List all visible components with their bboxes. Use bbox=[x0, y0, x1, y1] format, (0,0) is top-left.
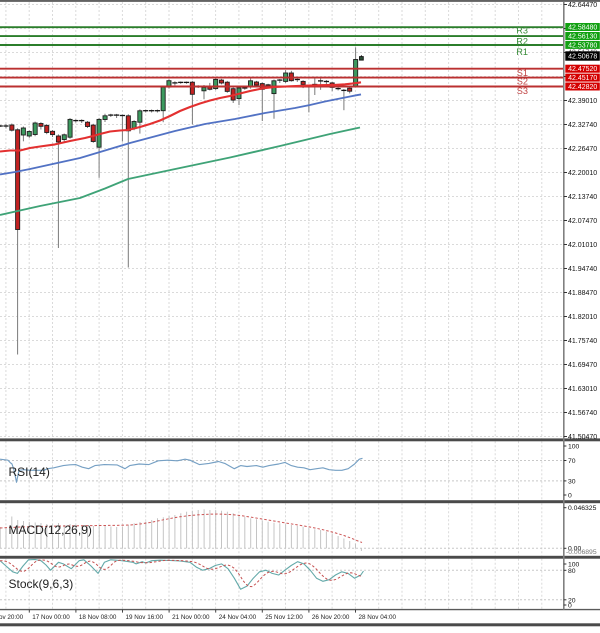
svg-text:0.046325: 0.046325 bbox=[568, 505, 597, 512]
svg-text:19 Nov 16:00: 19 Nov 16:00 bbox=[126, 614, 164, 621]
svg-text:42.50678: 42.50678 bbox=[568, 54, 597, 61]
svg-text:28 Nov 04:00: 28 Nov 04:00 bbox=[359, 614, 397, 621]
svg-text:42.64470: 42.64470 bbox=[568, 2, 597, 9]
svg-text:42.58480: 42.58480 bbox=[568, 25, 597, 32]
svg-text:41.69470: 41.69470 bbox=[568, 362, 597, 369]
svg-text:42.01010: 42.01010 bbox=[568, 242, 597, 249]
svg-text:S3: S3 bbox=[517, 86, 528, 96]
svg-text:S2: S2 bbox=[517, 76, 528, 86]
svg-text:0.00: 0.00 bbox=[568, 545, 581, 552]
svg-text:16 Nov 20:00: 16 Nov 20:00 bbox=[0, 614, 24, 621]
svg-text:RSI(14): RSI(14) bbox=[9, 465, 50, 479]
svg-text:41.75740: 41.75740 bbox=[568, 338, 597, 345]
svg-text:100: 100 bbox=[568, 562, 580, 569]
svg-text:42.07470: 42.07470 bbox=[568, 218, 597, 225]
svg-text:Stock(9,6,3): Stock(9,6,3) bbox=[9, 577, 74, 591]
svg-text:42.53780: 42.53780 bbox=[568, 42, 597, 49]
svg-text:80: 80 bbox=[568, 568, 576, 575]
svg-text:42.20010: 42.20010 bbox=[568, 170, 597, 177]
svg-text:MACD(12,26,9): MACD(12,26,9) bbox=[9, 523, 92, 537]
svg-text:42.42820: 42.42820 bbox=[568, 84, 597, 91]
svg-text:42.26470: 42.26470 bbox=[568, 146, 597, 153]
svg-text:S1: S1 bbox=[517, 68, 528, 78]
svg-text:21 Nov 00:00: 21 Nov 00:00 bbox=[172, 614, 210, 621]
svg-text:41.82010: 41.82010 bbox=[568, 314, 597, 321]
svg-text:70: 70 bbox=[568, 458, 576, 465]
svg-text:42.13740: 42.13740 bbox=[568, 194, 597, 201]
svg-text:42.47520: 42.47520 bbox=[568, 66, 597, 73]
svg-text:41.56740: 41.56740 bbox=[568, 410, 597, 417]
svg-text:R3: R3 bbox=[516, 26, 528, 36]
svg-text:30: 30 bbox=[568, 478, 576, 485]
svg-text:42.32740: 42.32740 bbox=[568, 122, 597, 129]
svg-text:0: 0 bbox=[568, 603, 572, 610]
svg-text:18 Nov 08:00: 18 Nov 08:00 bbox=[79, 614, 117, 621]
svg-text:42.56130: 42.56130 bbox=[568, 34, 597, 41]
svg-text:41.50470: 41.50470 bbox=[568, 434, 597, 441]
svg-text:0: 0 bbox=[568, 493, 572, 500]
svg-text:42.45170: 42.45170 bbox=[568, 75, 597, 82]
svg-text:17 Nov 00:00: 17 Nov 00:00 bbox=[32, 614, 70, 621]
svg-text:R1: R1 bbox=[516, 47, 528, 57]
svg-text:41.88470: 41.88470 bbox=[568, 290, 597, 297]
svg-text:41.63010: 41.63010 bbox=[568, 386, 597, 393]
svg-text:26 Nov 20:00: 26 Nov 20:00 bbox=[312, 614, 350, 621]
svg-text:20: 20 bbox=[568, 597, 576, 604]
svg-text:24 Nov 04:00: 24 Nov 04:00 bbox=[219, 614, 257, 621]
svg-text:41.94740: 41.94740 bbox=[568, 266, 597, 273]
svg-text:25 Nov 12:00: 25 Nov 12:00 bbox=[265, 614, 303, 621]
svg-text:-0.006895: -0.006895 bbox=[566, 549, 597, 556]
svg-text:42.39010: 42.39010 bbox=[568, 98, 597, 105]
svg-text:R2: R2 bbox=[516, 36, 528, 46]
svg-text:100: 100 bbox=[568, 444, 580, 451]
